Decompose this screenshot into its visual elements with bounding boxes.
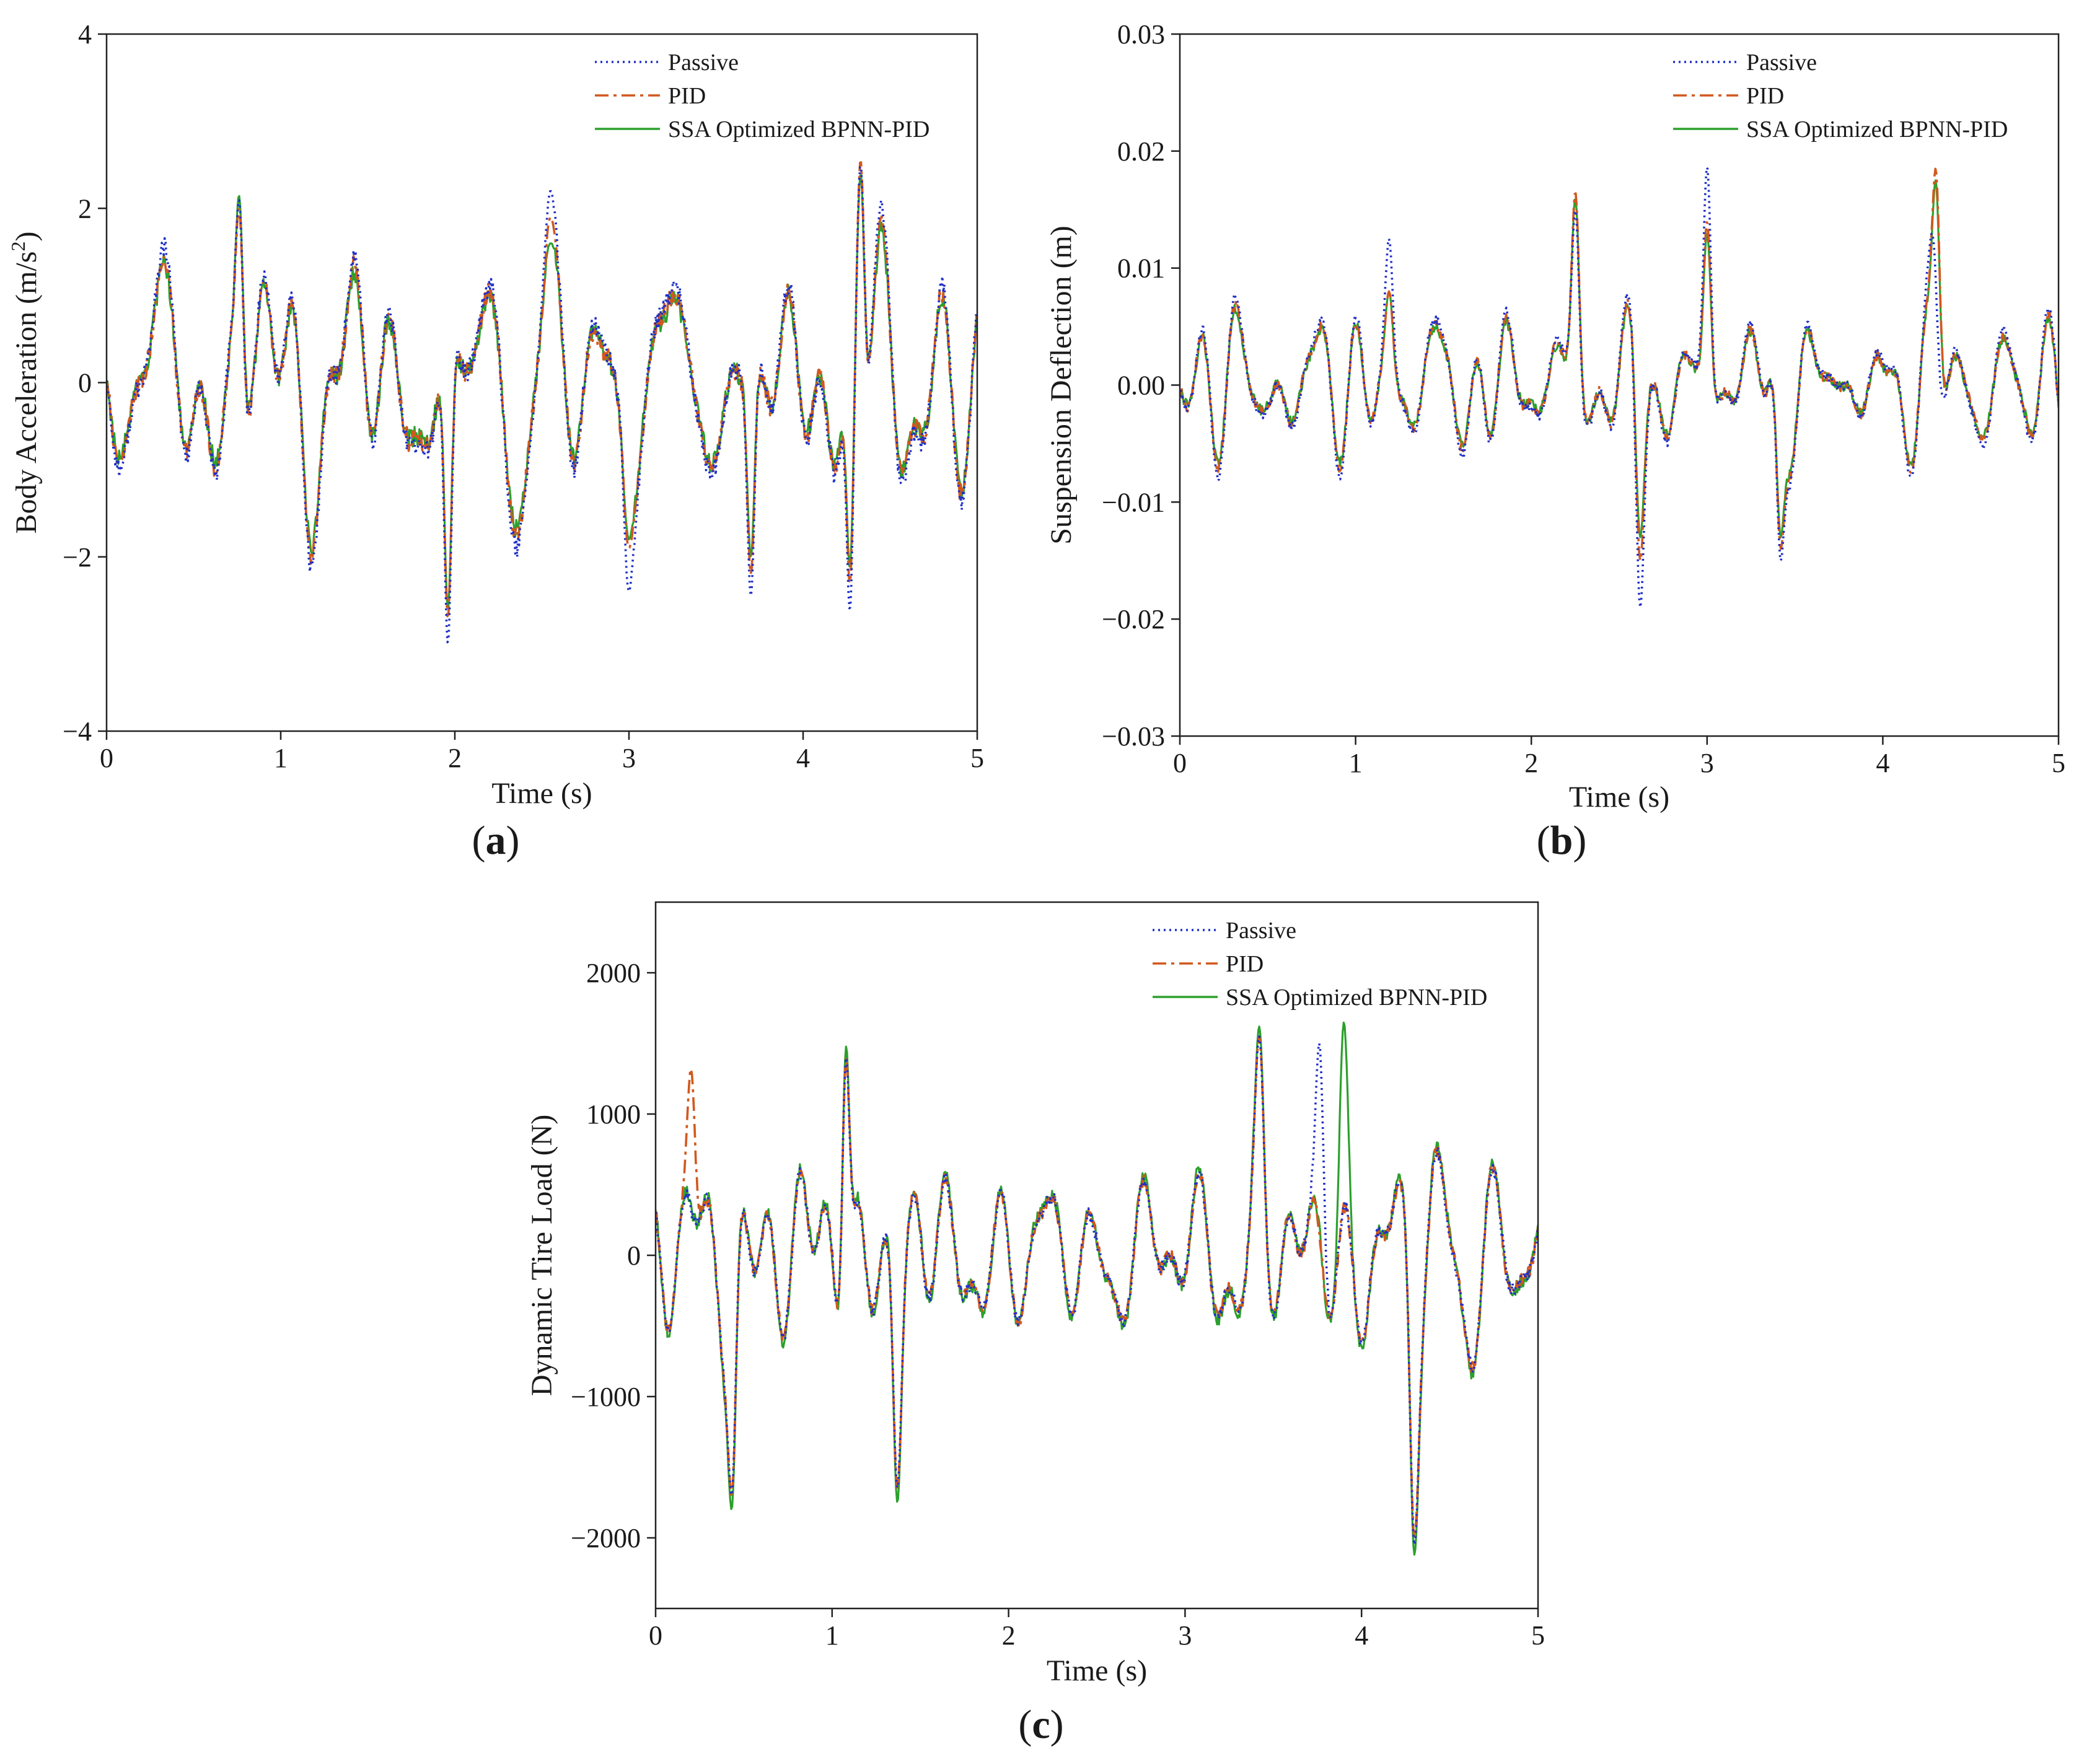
x-tick-label: 4	[1876, 748, 1889, 778]
x-tick-label: 3	[622, 743, 636, 773]
y-tick-label: 0.00	[1117, 371, 1165, 401]
x-tick-label: 0	[1173, 748, 1187, 778]
x-tick-label: 2	[1524, 748, 1538, 778]
x-tick-label: 5	[970, 743, 984, 773]
x-tick-label: 5	[2052, 748, 2065, 778]
y-tick-label: 0.03	[1117, 19, 1165, 50]
y-tick-label: 0.01	[1117, 253, 1165, 284]
y-axis-label: Body Acceleration (m/s2)	[7, 232, 43, 534]
legend-label: SSA Optimized BPNN-PID	[1226, 985, 1487, 1011]
y-tick-label: −0.03	[1102, 721, 1165, 752]
panel-c-dynamic-tire-load: 0 1 2 3 4 5 −2000 −1000 0 1000 2000 Time (s) Dynamic…	[525, 901, 1545, 1747]
y-axis-label: Suspension Deflection (m)	[1045, 226, 1078, 545]
series-group	[107, 161, 977, 644]
y-axis-label: Dynamic Tire Load (N)	[525, 1115, 558, 1397]
legend-label: SSA Optimized BPNN-PID	[668, 116, 930, 143]
x-tick-label: 5	[1531, 1620, 1545, 1651]
series-group	[656, 1021, 1538, 1556]
legend-label: PID	[1226, 951, 1264, 977]
x-axis-label: Time (s)	[1569, 781, 1669, 814]
x-tick-label: 0	[100, 743, 113, 773]
y-tick-label: −1000	[571, 1382, 641, 1412]
y-tick-label: 0	[627, 1240, 641, 1271]
x-tick-label: 1	[825, 1620, 839, 1651]
legend-label: Passive	[1226, 918, 1296, 944]
y-tick-label: 2000	[586, 958, 641, 988]
x-tick-label: 1	[274, 743, 288, 773]
series-line-pid	[1180, 167, 2059, 562]
series-line-passive	[107, 165, 977, 644]
y-tick-label: −0.01	[1102, 487, 1165, 517]
legend-label: Passive	[1746, 50, 1817, 76]
y-tick-label: −2	[63, 542, 92, 573]
y-tick-label: −0.02	[1102, 604, 1165, 634]
x-tick-label: 2	[1002, 1620, 1016, 1651]
y-tick-label: 2	[78, 193, 92, 224]
legend: Passive PID SSA Optimized BPNN-PID	[1153, 918, 1487, 1011]
x-tick-label: 3	[1700, 748, 1714, 778]
y-tick-label: 1000	[586, 1099, 641, 1130]
legend-label: Passive	[668, 50, 739, 76]
panel-label: (a)	[472, 818, 520, 863]
legend-label: PID	[1746, 83, 1784, 109]
legend: Passive PID SSA Optimized BPNN-PID	[1673, 50, 2008, 143]
y-tick-label: −2000	[571, 1523, 641, 1553]
series-line-pid	[107, 161, 977, 618]
legend: Passive PID SSA Optimized BPNN-PID	[595, 50, 930, 143]
x-tick-label: 3	[1178, 1620, 1192, 1651]
panel-label: (b)	[1537, 818, 1587, 863]
panel-a-body-acceleration: 0 1 2 3 4 5 −4 −2 0 2 4 Time (s) Body Acceleration (…	[7, 19, 984, 863]
x-tick-label: 1	[1349, 748, 1363, 778]
x-axis-label: Time (s)	[491, 777, 592, 810]
legend-label: SSA Optimized BPNN-PID	[1746, 116, 2008, 143]
y-tick-label: −4	[63, 716, 92, 747]
panel-label: (c)	[1018, 1702, 1063, 1747]
series-group	[1180, 166, 2059, 609]
panel-b-suspension-deflection: 0 1 2 3 4 5 −0.03 −0.02 −0.01 0.00 0.01 0.02 0.03 Tim…	[1045, 19, 2065, 863]
x-tick-label: 4	[1355, 1620, 1368, 1651]
x-tick-label: 2	[448, 743, 462, 773]
y-tick-label: 0	[78, 368, 92, 398]
x-axis-label: Time (s)	[1047, 1654, 1147, 1687]
legend-label: PID	[668, 83, 706, 109]
x-tick-label: 4	[796, 743, 810, 773]
x-tick-label: 0	[649, 1620, 662, 1651]
y-tick-label: 0.02	[1117, 136, 1165, 167]
series-line-passive	[1180, 166, 2059, 609]
y-tick-label: 4	[78, 19, 92, 50]
